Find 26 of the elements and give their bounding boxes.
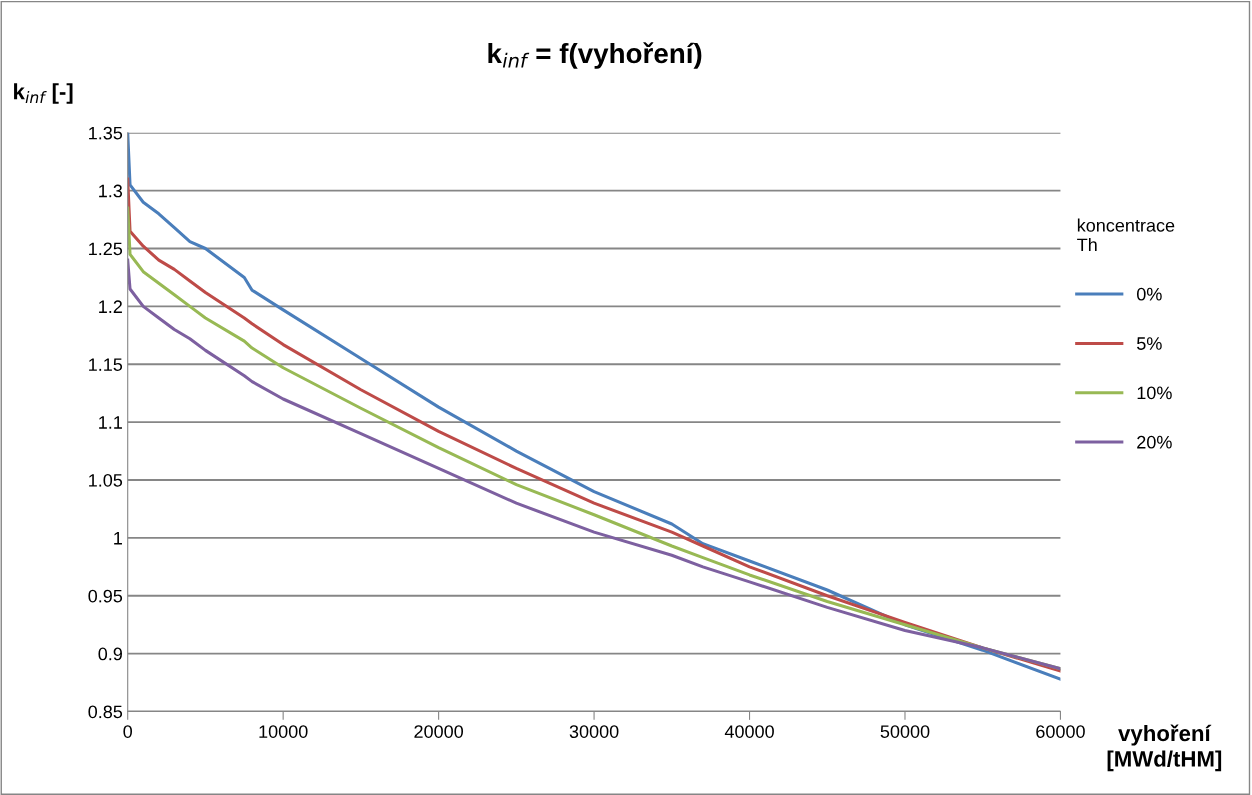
y-tick-label: 0.85 [88, 705, 123, 719]
y-tick-label: 0.95 [88, 589, 123, 603]
y-tick-label: 1.25 [89, 242, 123, 256]
y-tick-label: 1.1 [99, 416, 122, 429]
x-tick-label: 60000 [1036, 725, 1085, 738]
y-tick-label: 1.15 [89, 358, 123, 371]
y-tick-label: 1.05 [89, 473, 123, 487]
legend-label: 5% [1137, 337, 1162, 350]
y-tick-label: 1.35 [89, 126, 123, 140]
y-tick-label: 1 [114, 532, 122, 545]
legend-label: 10% [1137, 386, 1172, 400]
y-tick-label: 1.3 [99, 184, 123, 198]
legend-label: 0% [1136, 287, 1162, 301]
chart-title: k$_{inf}$ = f(vyhoření) [488, 42, 702, 69]
y-tick-label: 1.2 [99, 300, 122, 313]
legend-label: 20% [1137, 435, 1172, 449]
x-tick-label: 10000 [259, 725, 308, 738]
x-tick-label: 0 [123, 725, 133, 738]
x-tick-label: 30000 [569, 725, 619, 738]
legend-title: koncentrace Th [1077, 218, 1175, 252]
x-tick-label: 40000 [724, 725, 774, 738]
x-axis-title: vyhoření [MWd/tHM] [1107, 724, 1222, 772]
y-tick-label: 0.9 [98, 647, 122, 661]
y-axis-title: k$_{inf}$ [-] [14, 83, 73, 104]
x-tick-label: 20000 [414, 725, 464, 738]
x-tick-label: 50000 [880, 725, 930, 738]
